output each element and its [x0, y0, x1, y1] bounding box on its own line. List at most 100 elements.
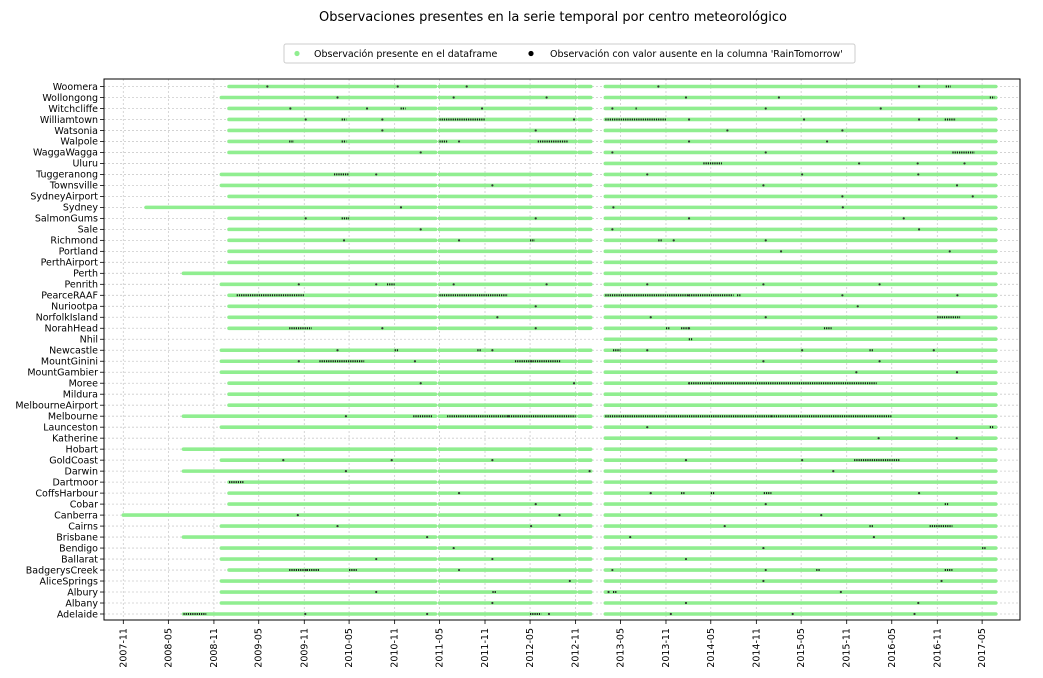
missing-point — [419, 151, 422, 154]
missing-point — [872, 535, 875, 539]
missing-point — [545, 96, 548, 99]
missing-point — [297, 283, 300, 286]
missing-point — [534, 217, 537, 220]
y-tick-label: Darwin — [65, 466, 98, 477]
missing-point — [646, 349, 649, 352]
missing-point — [496, 316, 499, 319]
y-tick-label: Ballarat — [61, 554, 98, 565]
y-tick-label: Richmond — [50, 236, 98, 247]
x-tick-label: 2014-11 — [751, 628, 762, 668]
y-tick-label: Cobar — [70, 499, 98, 510]
missing-point — [629, 535, 632, 539]
missing-point — [916, 162, 919, 165]
missing-point — [375, 590, 378, 594]
missing-point — [399, 206, 403, 209]
y-tick-label: Launceston — [43, 422, 98, 433]
x-tick-label: 2015-11 — [842, 628, 853, 668]
missing-point — [465, 85, 468, 88]
y-tick-label: Penrith — [64, 280, 98, 291]
missing-point — [687, 327, 691, 330]
missing-point — [588, 470, 591, 473]
y-tick-label: Perth — [73, 269, 98, 280]
x-tick-label: 2015-05 — [796, 628, 807, 668]
missing-point — [289, 107, 292, 110]
x-tick-label: 2011-11 — [480, 628, 491, 668]
missing-point — [381, 129, 384, 132]
missing-point — [955, 371, 959, 374]
missing-point — [917, 601, 920, 605]
missing-point — [684, 96, 688, 99]
missing-point — [879, 107, 882, 110]
missing-point — [611, 151, 614, 154]
missing-point — [839, 590, 842, 594]
y-tick-label: Albany — [65, 598, 98, 609]
missing-point — [491, 557, 494, 561]
y-tick-label: Adelaide — [57, 609, 98, 620]
y-tick-label: Nuriootpa — [51, 302, 98, 313]
missing-point — [612, 206, 615, 209]
y-tick-label: NorfolkIsland — [36, 313, 98, 324]
y-tick-label: Brisbane — [56, 532, 98, 543]
x-tick-label: 2010-05 — [344, 628, 355, 668]
x-tick-label: 2017-05 — [977, 628, 988, 668]
missing-point — [917, 492, 921, 495]
missing-point — [297, 360, 300, 363]
missing-point — [779, 250, 783, 253]
missing-point — [764, 107, 767, 110]
missing-point — [841, 206, 844, 209]
missing-point — [762, 546, 765, 550]
missing-point — [764, 239, 767, 242]
y-tick-label: CoffsHarbour — [35, 488, 98, 499]
chart-title: Observaciones presentes en la serie temp… — [319, 10, 787, 25]
missing-point — [534, 305, 537, 308]
y-tick-label: BadgerysCreek — [26, 565, 99, 576]
missing-point — [611, 568, 614, 572]
missing-point — [801, 173, 804, 176]
missing-point — [963, 162, 966, 165]
missing-point — [419, 382, 422, 385]
missing-point — [558, 513, 561, 517]
missing-point — [547, 612, 551, 616]
missing-point — [530, 524, 533, 528]
missing-point — [832, 470, 835, 473]
missing-point — [534, 327, 537, 330]
missing-point — [572, 118, 576, 121]
missing-point — [568, 579, 571, 583]
missing-point — [646, 173, 649, 176]
missing-point — [820, 513, 823, 517]
y-tick-label: Williamtown — [40, 115, 98, 126]
y-tick-label: Canberra — [54, 510, 98, 521]
y-tick-label: Dartmoor — [52, 477, 98, 488]
legend-marker-present — [294, 50, 300, 57]
missing-point — [296, 513, 299, 517]
missing-point — [764, 503, 767, 506]
y-tick-label: Katherine — [52, 433, 98, 444]
missing-point — [646, 426, 649, 429]
missing-point — [646, 283, 649, 286]
y-tick-label: Walpole — [60, 137, 98, 148]
missing-point — [457, 568, 461, 572]
missing-point — [534, 503, 537, 506]
missing-point — [375, 173, 378, 176]
missing-point — [801, 349, 804, 352]
y-tick-label: Mildura — [63, 390, 98, 401]
missing-point — [457, 492, 461, 495]
missing-point — [426, 612, 429, 616]
missing-point — [762, 283, 765, 286]
x-tick-label: 2014-05 — [706, 628, 717, 668]
missing-point — [672, 239, 675, 242]
missing-point — [545, 283, 548, 286]
missing-point — [491, 349, 494, 352]
missing-point — [375, 283, 378, 286]
legend-box — [283, 43, 856, 64]
missing-point — [684, 459, 688, 462]
missing-point — [762, 579, 765, 583]
y-tick-label: Melbourne — [48, 411, 98, 422]
legend-label-missing: Observación con valor ausente en la colu… — [550, 49, 843, 60]
missing-point — [917, 85, 921, 88]
missing-point — [304, 612, 307, 616]
missing-point — [971, 195, 974, 198]
missing-point — [452, 96, 455, 99]
missing-point — [955, 184, 959, 187]
